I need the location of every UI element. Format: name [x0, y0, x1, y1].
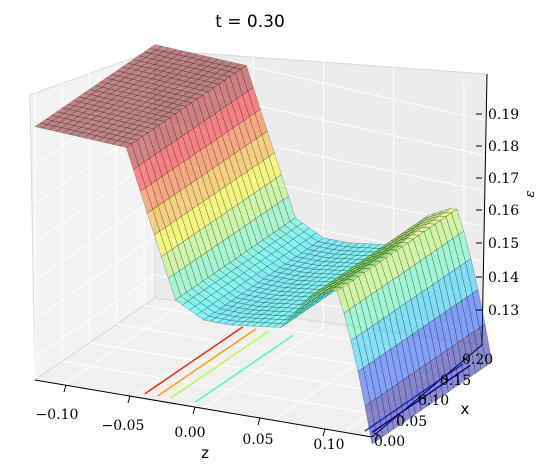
z-tick-label: −0.05 — [102, 418, 145, 434]
axis-labels: z x ε — [201, 190, 538, 462]
gridline — [34, 236, 156, 319]
contour-line — [157, 328, 257, 397]
z-tick-mark — [257, 417, 261, 426]
gridline — [273, 337, 394, 421]
x-tick-mark — [373, 432, 381, 437]
z-tick-mark — [322, 428, 326, 437]
x-tick-mark — [418, 395, 426, 400]
z-tick-label: −0.10 — [36, 407, 79, 423]
z-axis-label: z — [201, 444, 209, 462]
eps-tick-label: 0.13 — [488, 303, 519, 319]
x-tick-label: 0.20 — [462, 352, 493, 368]
eps-axis-label: ε — [523, 190, 538, 197]
gridline — [343, 349, 465, 433]
z-tick-mark — [127, 395, 131, 404]
x-tick-label: 0.15 — [440, 373, 471, 389]
z-axis-line — [34, 379, 373, 438]
gridline — [62, 302, 184, 386]
gridline — [203, 326, 324, 409]
x-tick-label: 0.10 — [418, 393, 449, 409]
x-tick-mark — [462, 357, 470, 362]
gridline — [154, 197, 493, 264]
eps-tick-label: 0.14 — [488, 270, 519, 286]
x-ticks: 0.00 0.05 0.10 0.15 0.20 — [373, 352, 493, 450]
gridline — [34, 197, 156, 281]
contour-lines — [144, 326, 471, 433]
z-tick-label: 0.05 — [242, 432, 273, 448]
contour-line — [371, 364, 471, 433]
eps-tick-label: 0.19 — [488, 107, 519, 123]
gridline — [154, 120, 493, 193]
contour-line — [144, 326, 244, 395]
x-tick-mark — [440, 376, 448, 381]
x-tick-label: 0.00 — [374, 434, 405, 450]
eps-tick-label: 0.15 — [488, 236, 519, 252]
eps-axis-line — [481, 73, 488, 346]
z-tick-label: 0.10 — [313, 437, 344, 453]
z-ticks: −0.10 −0.05 0.00 0.05 0.10 — [36, 384, 345, 453]
gridline — [154, 274, 493, 335]
x-tick-mark — [396, 413, 404, 418]
surface-mesh — [34, 44, 493, 445]
x-axis-label: x — [461, 400, 470, 418]
gridline — [133, 314, 254, 398]
eps-ticks: 0.13 0.14 0.15 0.16 0.17 0.18 0.19 — [476, 107, 519, 319]
z-tick-label: 0.00 — [174, 425, 205, 441]
x-tick-label: 0.05 — [396, 414, 427, 430]
gridline — [154, 159, 493, 229]
contour-line — [364, 363, 464, 432]
gridline — [154, 82, 493, 158]
gridline — [34, 159, 156, 243]
z-tick-mark — [63, 384, 67, 393]
contour-line — [194, 334, 294, 403]
x-axis-line — [371, 344, 483, 438]
eps-tick-label: 0.16 — [488, 203, 519, 219]
contour-line — [170, 330, 270, 399]
chart-title: t = 0.30 — [215, 12, 285, 32]
gridline — [34, 274, 156, 358]
eps-tick-label: 0.18 — [488, 139, 519, 155]
eps-tick-label: 0.17 — [488, 171, 519, 187]
z-tick-mark — [192, 406, 196, 415]
